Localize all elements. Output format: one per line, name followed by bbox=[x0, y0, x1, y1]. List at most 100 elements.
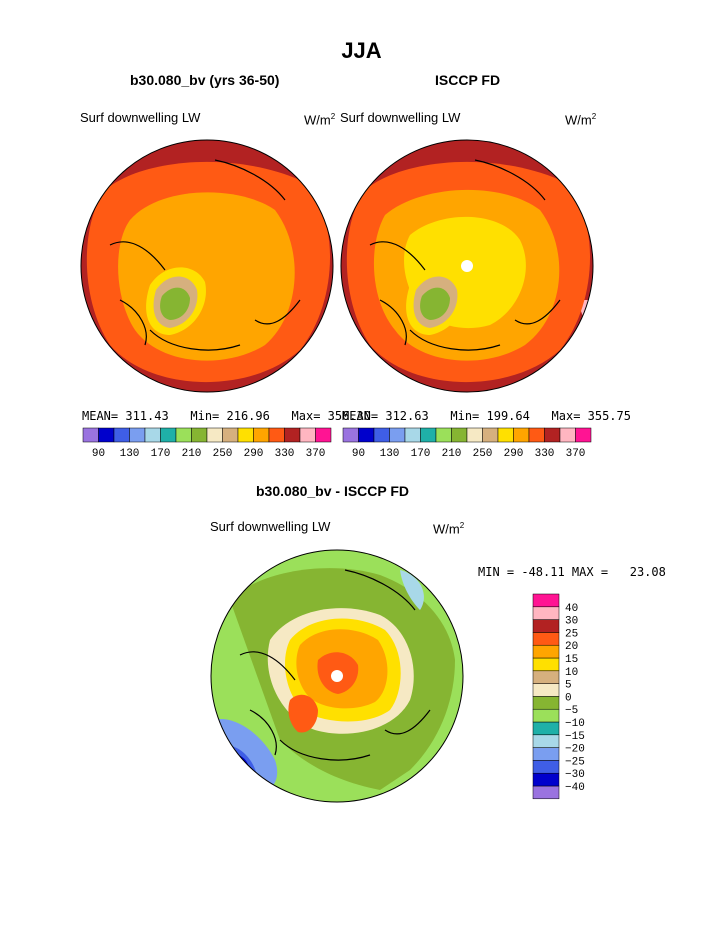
panel1-variable: Surf downwelling LW bbox=[80, 110, 201, 125]
colorbar-swatch bbox=[268, 427, 285, 443]
panel2-units: W/m2 bbox=[565, 112, 597, 128]
colorbar-swatch bbox=[528, 427, 545, 443]
colorbar-swatch bbox=[175, 427, 192, 443]
map3-greenland-peak bbox=[288, 694, 318, 733]
map3-coastlines bbox=[239, 569, 431, 761]
colorbar-swatch bbox=[559, 427, 576, 443]
colorbar-swatch bbox=[482, 427, 499, 443]
panel3-title: b30.080_bv - ISCCP FD bbox=[256, 483, 410, 499]
colorbar-tick-label: 210 bbox=[182, 448, 202, 460]
colorbar-swatch bbox=[373, 427, 390, 443]
colorbar-tick-label: 210 bbox=[442, 448, 462, 460]
colorbar-tick-label: −15 bbox=[565, 731, 585, 743]
colorbar-swatch bbox=[129, 427, 146, 443]
map3-pacific-neg bbox=[400, 570, 424, 610]
colorbar-swatch bbox=[532, 593, 560, 608]
map3-pole-missing bbox=[331, 670, 343, 682]
panel2-variable: Surf downwelling LW bbox=[340, 110, 461, 125]
colorbar-swatch bbox=[532, 644, 560, 659]
colorbar-swatch bbox=[435, 427, 452, 443]
colorbar-tick-label: 10 bbox=[565, 667, 578, 679]
colorbar-tick-label: 170 bbox=[411, 448, 431, 460]
map1 bbox=[81, 140, 333, 392]
panel3-variable: Surf downwelling LW bbox=[210, 519, 331, 534]
colorbar-swatch bbox=[342, 427, 359, 443]
colorbar-swatch bbox=[532, 619, 560, 633]
colorbar-tick-label: 170 bbox=[151, 448, 171, 460]
map3-border bbox=[210, 549, 464, 803]
panel2-stats: MEAN= 312.63 Min= 199.64 Max= 355.75 bbox=[342, 409, 631, 423]
colorbar-model: 90 130 170 210 250 290 330 370 bbox=[82, 427, 332, 460]
panel2-title: ISCCP FD bbox=[435, 72, 501, 88]
colorbar-tick-label: 290 bbox=[244, 448, 264, 460]
colorbar-swatch bbox=[420, 427, 437, 443]
colorbar-tick-label: 20 bbox=[565, 641, 578, 653]
panel1-stats: MEAN= 311.43 Min= 216.96 Max= 356.30 bbox=[82, 409, 371, 423]
colorbar-swatch bbox=[532, 721, 560, 736]
colorbar-tick-label: −40 bbox=[565, 782, 585, 794]
colorbar-swatch bbox=[451, 427, 468, 443]
map1-border bbox=[80, 139, 334, 393]
colorbar-swatch bbox=[389, 427, 406, 443]
colorbar-obs: 90 130 170 210 250 290 330 370 bbox=[342, 427, 592, 460]
colorbar-swatch bbox=[222, 427, 239, 443]
panel1-units: W/m2 bbox=[304, 112, 336, 128]
colorbar-tick-label: −5 bbox=[565, 705, 578, 717]
colorbar-swatch bbox=[532, 734, 560, 748]
colorbar-tick-label: 40 bbox=[565, 603, 578, 615]
map1-greenland-core bbox=[160, 287, 190, 320]
colorbar-swatch bbox=[466, 427, 483, 443]
colorbar-swatch bbox=[82, 427, 99, 443]
colorbar-tick-label: 130 bbox=[120, 448, 140, 460]
panel1-title: b30.080_bv (yrs 36-50) bbox=[130, 72, 280, 88]
map1-arctic-band bbox=[118, 192, 295, 361]
colorbar-swatch bbox=[299, 427, 316, 443]
colorbar-tick-label: 0 bbox=[565, 692, 572, 704]
colorbar-swatch bbox=[532, 696, 560, 710]
colorbar-tick-label: 250 bbox=[473, 448, 493, 460]
colorbar-tick-label: 330 bbox=[275, 448, 295, 460]
colorbar-swatch bbox=[532, 760, 560, 774]
colorbar-swatch bbox=[284, 427, 301, 443]
colorbar-swatch bbox=[532, 772, 560, 787]
colorbar-swatch bbox=[98, 427, 115, 443]
colorbar-tick-label: 250 bbox=[213, 448, 233, 460]
colorbar-swatch bbox=[497, 427, 514, 443]
colorbar-swatch bbox=[315, 427, 332, 443]
colorbar-swatch bbox=[206, 427, 223, 443]
colorbar-tick-label: 130 bbox=[380, 448, 400, 460]
panel3-stats: MIN = -48.11 MAX = 23.08 bbox=[478, 565, 666, 579]
colorbar-swatch bbox=[191, 427, 208, 443]
colorbar-swatch bbox=[532, 606, 560, 620]
colorbar-tick-label: 290 bbox=[504, 448, 524, 460]
colorbar-swatch bbox=[513, 427, 530, 443]
map2 bbox=[341, 140, 593, 392]
colorbar-swatch bbox=[532, 747, 560, 761]
colorbar-tick-label: 5 bbox=[565, 680, 572, 692]
colorbar-tick-label: −20 bbox=[565, 744, 585, 756]
map2-border bbox=[340, 139, 594, 393]
colorbar-swatch bbox=[160, 427, 177, 443]
map1-coastlines bbox=[109, 159, 301, 351]
colorbar-tick-label: 370 bbox=[306, 448, 326, 460]
colorbar-tick-label: 90 bbox=[352, 448, 365, 460]
colorbar-tick-label: 90 bbox=[92, 448, 105, 460]
colorbar-tick-label: −25 bbox=[565, 756, 585, 768]
panel3-units: W/m2 bbox=[433, 521, 465, 537]
colorbar-swatch bbox=[575, 427, 592, 443]
colorbar-swatch bbox=[404, 427, 421, 443]
map2-greenland-core bbox=[420, 287, 450, 320]
colorbar-swatch bbox=[237, 427, 254, 443]
colorbar-swatch bbox=[532, 657, 560, 672]
colorbar-tick-label: 370 bbox=[566, 448, 586, 460]
colorbar-tick-label: 25 bbox=[565, 628, 578, 640]
colorbar-tick-label: 330 bbox=[535, 448, 555, 460]
colorbar-tick-label: 30 bbox=[565, 616, 578, 628]
colorbar-swatch bbox=[532, 670, 560, 684]
colorbar-swatch bbox=[532, 785, 560, 800]
colorbar-swatch bbox=[532, 683, 560, 697]
map3 bbox=[211, 550, 463, 802]
colorbar-swatch bbox=[144, 427, 161, 443]
colorbar-swatch bbox=[532, 632, 560, 646]
